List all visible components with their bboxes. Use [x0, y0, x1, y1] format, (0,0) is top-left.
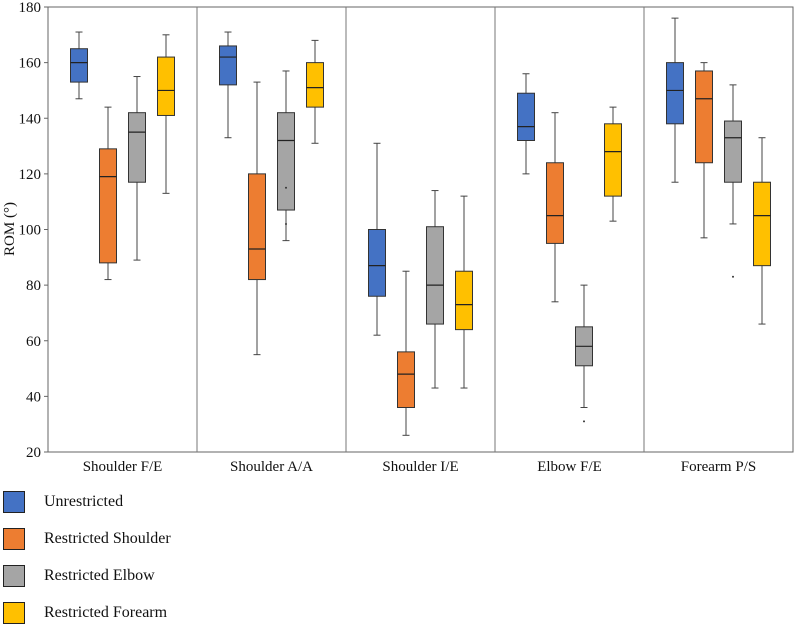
legend-swatch-restricted-elbow [3, 565, 25, 587]
plot-frame [47, 6, 794, 453]
box-restricted-forearm [306, 39, 324, 144]
box-iqr [219, 45, 237, 86]
x-category-label: Forearm P/S [681, 459, 756, 475]
outlier-point [583, 420, 585, 423]
box-iqr [666, 62, 684, 125]
y-tick-label: 60 [26, 334, 41, 350]
x-category-label: Shoulder I/E [382, 459, 458, 475]
box-iqr [455, 270, 473, 331]
legend-label-restricted-elbow: Restricted Elbow [44, 567, 155, 584]
y-axis: 20 40 60 80 100 120 140 160 180 [19, 0, 48, 461]
outlier-point [285, 222, 287, 225]
y-tick-label: 100 [19, 223, 42, 239]
box-restricted-shoulder [546, 112, 564, 303]
box-iqr [70, 48, 88, 83]
box-restricted-elbow [128, 76, 146, 261]
box-iqr [248, 173, 266, 281]
legend-label-restricted-forearm: Restricted Forearm [44, 604, 168, 621]
box-restricted-forearm [604, 106, 622, 222]
box-iqr [604, 123, 622, 197]
legend-swatch-restricted-shoulder [3, 528, 25, 550]
x-category-label: Elbow F/E [537, 459, 602, 475]
box-series [70, 17, 771, 436]
y-axis-title: ROM (°) [2, 202, 18, 256]
box-iqr [426, 226, 444, 325]
box-restricted-elbow [277, 70, 295, 242]
box-restricted-elbow [724, 84, 742, 278]
box-iqr [517, 92, 535, 141]
box-unrestricted [517, 73, 535, 175]
box-restricted-shoulder [248, 81, 266, 356]
box-restricted-forearm [455, 195, 473, 389]
legend-item-restricted-shoulder: Restricted Shoulder [0, 525, 320, 562]
legend-item-restricted-elbow: Restricted Elbow [0, 562, 320, 599]
box-iqr [724, 120, 742, 183]
box-iqr [397, 351, 415, 408]
box-unrestricted [70, 31, 88, 100]
x-axis: Shoulder F/E Shoulder A/A Shoulder I/E Elbo… [83, 459, 757, 475]
box-unrestricted [368, 142, 386, 336]
box-restricted-elbow [426, 190, 444, 389]
y-tick-label: 160 [19, 56, 42, 72]
legend-item-unrestricted: Unrestricted [0, 488, 320, 525]
box-unrestricted [666, 17, 684, 183]
box-iqr [99, 148, 117, 264]
y-tick-label: 40 [26, 389, 41, 405]
box-restricted-shoulder [397, 270, 415, 436]
y-tick-label: 20 [26, 445, 41, 461]
box-iqr [368, 229, 386, 297]
x-category-label: Shoulder F/E [83, 459, 163, 475]
legend-swatch-unrestricted [3, 491, 25, 513]
box-iqr [695, 70, 713, 164]
box-restricted-forearm [753, 137, 771, 325]
box-restricted-shoulder [695, 62, 713, 239]
box-restricted-forearm [157, 34, 175, 194]
box-unrestricted [219, 31, 237, 139]
outlier-point [732, 275, 734, 278]
box-iqr [753, 181, 771, 267]
y-tick-label: 180 [19, 0, 42, 16]
box-iqr [157, 56, 175, 116]
outlier-point [285, 186, 287, 189]
legend: Unrestricted Restricted Shoulder Restric… [0, 488, 320, 636]
box-iqr [306, 62, 324, 108]
box-iqr [128, 112, 146, 183]
y-tick-label: 120 [19, 167, 42, 183]
box-restricted-shoulder [99, 106, 117, 281]
legend-label-unrestricted: Unrestricted [44, 493, 124, 510]
legend-swatch-restricted-forearm [3, 602, 25, 624]
box-restricted-elbow [575, 284, 593, 423]
legend-item-restricted-forearm: Restricted Forearm [0, 599, 320, 636]
legend-label-restricted-shoulder: Restricted Shoulder [44, 530, 171, 547]
box-iqr [277, 112, 295, 211]
x-category-label: Shoulder A/A [230, 459, 313, 475]
y-tick-label: 80 [26, 278, 41, 294]
box-iqr [546, 162, 564, 244]
y-tick-label: 140 [19, 111, 42, 127]
